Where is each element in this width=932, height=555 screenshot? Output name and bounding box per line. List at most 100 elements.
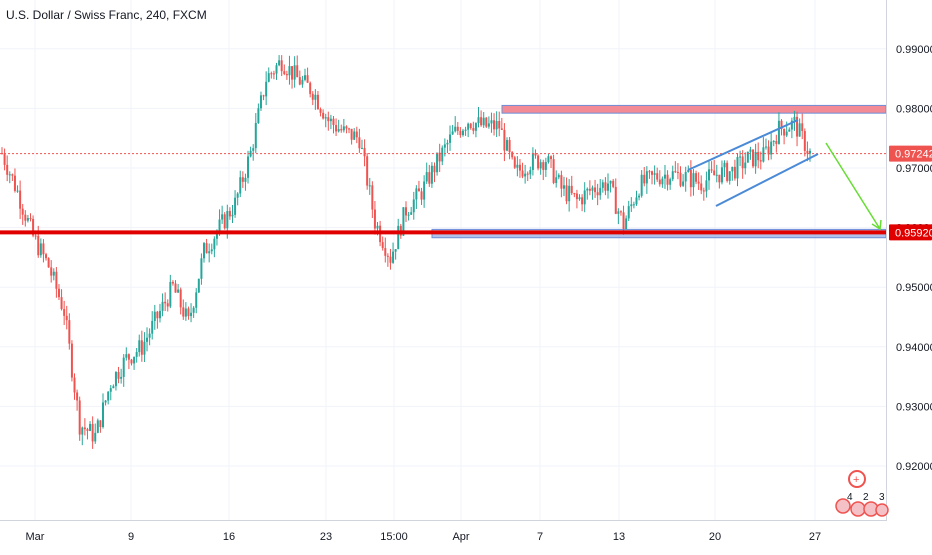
candle-body [783, 128, 786, 136]
event-badges[interactable]: + 4 2 3 [835, 470, 889, 517]
candle-body [728, 171, 731, 181]
price-tag [889, 145, 932, 162]
candle-body [104, 400, 107, 403]
time-axis[interactable] [0, 520, 932, 550]
candle-body [291, 66, 294, 80]
candle-body [723, 162, 726, 168]
flag-badge-icon[interactable] [875, 503, 889, 517]
candle-body [353, 131, 356, 140]
candle-body [777, 120, 780, 144]
candle-body [205, 243, 208, 254]
channel-upper-line[interactable] [687, 119, 799, 171]
plus-icon: + [853, 474, 859, 486]
candle-body [125, 354, 128, 358]
candle-body [562, 185, 565, 189]
candle-body [32, 218, 35, 236]
forecast-arrow[interactable] [825, 142, 882, 231]
candle-body [329, 118, 332, 122]
candle-body [11, 174, 14, 176]
candle-body [552, 159, 555, 183]
candle-body [65, 315, 68, 321]
candle-body [796, 116, 799, 137]
candle-body [306, 75, 309, 83]
candle-body [516, 164, 519, 168]
candle-body [133, 356, 136, 364]
candle-body [451, 131, 454, 135]
candle-body [130, 359, 133, 364]
candle-body [547, 156, 550, 163]
candle-body [575, 193, 578, 200]
candle-body [663, 174, 666, 179]
candle-body [381, 242, 384, 249]
candle-body [257, 108, 260, 123]
candle-body [759, 160, 762, 162]
candle-body [472, 128, 475, 131]
price-tags: 0.97242 0.95920 [889, 145, 932, 241]
candle-body [661, 178, 664, 185]
candle-body [247, 156, 250, 178]
candle-body [622, 212, 625, 230]
candle-body [744, 162, 747, 169]
candle-body [309, 82, 312, 94]
candle-body [583, 190, 586, 205]
candle-body [314, 94, 317, 100]
candle-body [449, 134, 452, 143]
candle-body [762, 147, 765, 162]
candle-body [423, 181, 426, 200]
candle-body [617, 211, 620, 214]
candle-body [710, 169, 713, 171]
time-tick-label: 9 [128, 531, 134, 543]
candle-body [770, 141, 773, 155]
candle-body [200, 258, 203, 279]
candle-body [335, 125, 338, 132]
candle-body [21, 208, 24, 215]
candle-body [135, 352, 138, 357]
candle-body [156, 311, 159, 319]
candle-body [736, 157, 739, 179]
price-axis[interactable] [887, 0, 932, 520]
candle-body [13, 175, 16, 191]
candle-body [806, 150, 809, 154]
candle-body [337, 129, 340, 132]
time-tick-label: 7 [537, 531, 543, 543]
candle-body [764, 146, 767, 148]
flag-badge-icon[interactable] [850, 501, 866, 517]
candle-body [195, 292, 198, 308]
candle-body [565, 185, 568, 202]
candle-body [89, 423, 92, 431]
candle-body [332, 118, 335, 126]
channel-lower-line[interactable] [715, 153, 819, 207]
candle-body [407, 214, 410, 216]
price-tick-label: 0.92000 [896, 461, 932, 473]
candle-body [715, 174, 718, 176]
candle-body [81, 427, 84, 435]
candle-body [627, 206, 630, 219]
flag-badge-icon[interactable] [835, 498, 851, 514]
candle-body [114, 372, 117, 387]
candle-body [702, 190, 705, 192]
candle-body [348, 128, 351, 130]
plus-badge-icon[interactable] [848, 470, 866, 488]
candle-body [267, 73, 270, 82]
candle-body [342, 126, 345, 131]
candle-body [490, 120, 493, 124]
resistance-zone[interactable] [501, 104, 887, 114]
time-tick-label: Apr [452, 531, 469, 543]
candle-body [775, 141, 778, 144]
candle-body [226, 211, 229, 229]
candle-body [394, 249, 397, 252]
candle-body [350, 128, 353, 140]
candle-body [420, 191, 423, 200]
candle-body [720, 167, 723, 183]
candle-body [609, 180, 612, 184]
candle-body [550, 156, 553, 160]
time-tick-label: Mar [26, 531, 45, 543]
candle-body [498, 121, 501, 129]
candle-body [749, 149, 752, 152]
candle-body [599, 187, 602, 196]
candle-body [37, 235, 40, 256]
candle-body [293, 65, 296, 80]
candle-body [122, 357, 125, 377]
